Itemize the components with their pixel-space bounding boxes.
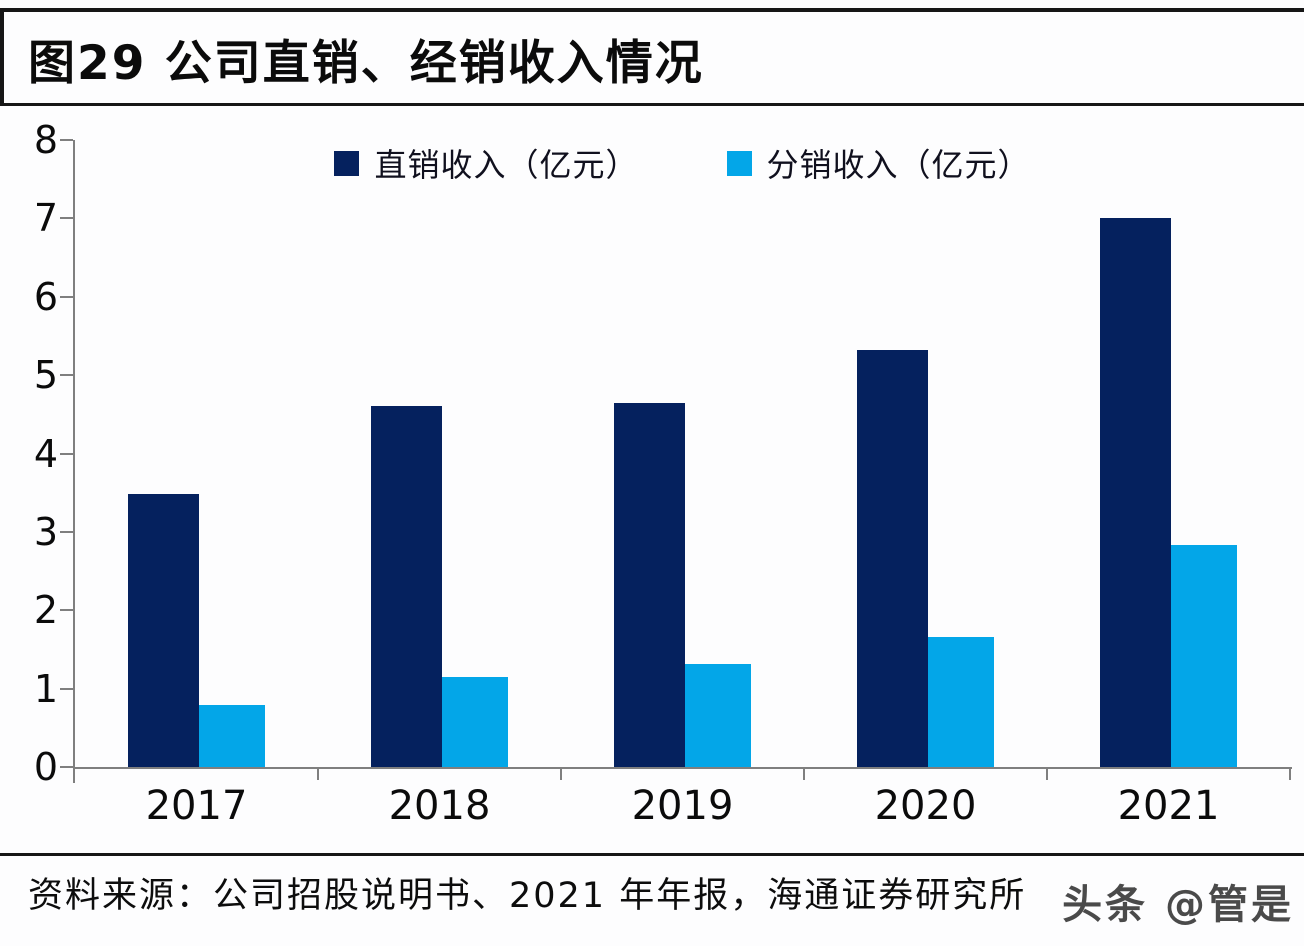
bar-chart: 直销收入（亿元） 分销收入（亿元） 0 1 2 3 4 5 6 7 8 2017 2018 2019 20… [0, 106, 1304, 853]
bar-distribution-2018 [442, 677, 508, 767]
title-left-border [0, 8, 4, 106]
title-bottom-rule-divider [0, 103, 1304, 106]
bar-direct-2020 [857, 350, 928, 767]
x-axis-label-2018: 2018 [388, 783, 491, 829]
y-axis-tick-label: 1 [33, 666, 58, 711]
y-axis-tick [60, 609, 73, 612]
y-axis-tick-label: 4 [33, 431, 58, 476]
x-axis-line [73, 767, 1292, 769]
y-axis-tick-label: 3 [33, 509, 58, 554]
y-axis-tick [60, 766, 73, 768]
y-axis-tick-label: 5 [33, 353, 58, 398]
top-rule-divider [0, 8, 1304, 12]
source-rule-divider [0, 853, 1304, 856]
legend-label: 分销收入（亿元） [766, 146, 1031, 184]
bar-distribution-2019 [685, 664, 751, 767]
legend-swatch-icon [726, 150, 752, 176]
bar-distribution-2021 [1171, 545, 1237, 767]
y-axis-tick [60, 295, 73, 298]
y-axis-tick-label: 2 [33, 588, 58, 633]
legend-swatch-icon [334, 150, 360, 176]
bar-distribution-2020 [928, 637, 994, 767]
y-axis-tick [60, 530, 73, 533]
figure-title: 图29 公司直销、经销收入情况 [28, 36, 704, 91]
y-axis-tick [60, 687, 73, 690]
legend-item-direct: 直销收入（亿元） [334, 140, 638, 186]
y-axis-tick [60, 374, 73, 377]
x-axis-tick [317, 767, 319, 780]
y-axis-tick-label: 7 [33, 196, 58, 241]
x-axis-tick [560, 767, 562, 780]
bar-direct-2019 [614, 403, 685, 767]
x-axis-label-2021: 2021 [1117, 783, 1220, 829]
x-axis-tick [803, 767, 805, 780]
bar-direct-2018 [371, 406, 442, 767]
y-axis-line [73, 140, 75, 783]
y-axis-tick-label: 0 [33, 745, 58, 789]
bar-distribution-2017 [199, 705, 265, 767]
x-axis-tick [1289, 767, 1291, 780]
source-note: 资料来源：公司招股说明书、2021 年年报，海通证券研究所 [28, 876, 1027, 916]
chart-legend: 直销收入（亿元） 分销收入（亿元） [75, 140, 1290, 186]
y-axis-tick [60, 452, 73, 455]
bar-direct-2021 [1100, 218, 1171, 767]
watermark: 头条 @管是 [1062, 882, 1294, 928]
y-axis-tick-label: 8 [33, 118, 58, 162]
x-axis-label-2020: 2020 [874, 783, 977, 829]
x-axis-label-2017: 2017 [145, 783, 248, 829]
x-axis-label-2019: 2019 [631, 783, 734, 829]
bar-direct-2017 [128, 494, 199, 767]
legend-item-distribution: 分销收入（亿元） [726, 140, 1031, 186]
x-axis-tick [1046, 767, 1048, 780]
legend-label: 直销收入（亿元） [374, 146, 639, 184]
y-axis-tick-label: 6 [33, 274, 58, 319]
y-axis-tick [60, 139, 73, 141]
y-axis-tick [60, 217, 73, 220]
